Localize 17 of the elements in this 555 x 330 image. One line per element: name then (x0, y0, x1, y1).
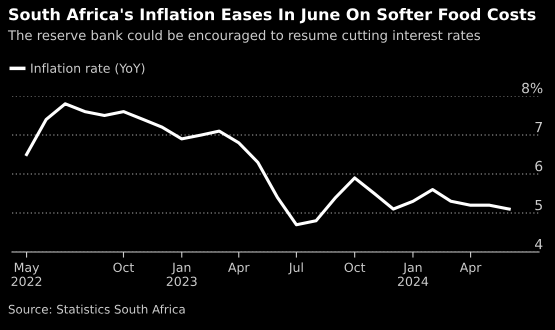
source-note: Source: Statistics South Africa (8, 304, 185, 314)
y-tick-label: 5 (535, 200, 542, 210)
x-tick-label: Oct (113, 262, 134, 272)
y-tick-label: 6 (535, 160, 542, 172)
x-tick-label: Oct (344, 262, 366, 272)
x-tick-label: Jul (288, 262, 303, 274)
chart-title: South Africa's Inflation Eases In June On Softer Food Costs (9, 8, 536, 24)
y-tick-label: 4 (535, 238, 542, 250)
legend-label: Inflation rate (YoY) (31, 63, 144, 74)
y-tick-label: 7 (535, 122, 542, 132)
x-tick-label: Apr (228, 262, 250, 275)
x-tick-label: Jan 2024 (398, 262, 428, 286)
y-tick-label: 8% (522, 82, 542, 94)
chart-subtitle: The reserve bank could be encouraged to resume cutting interest rates (8, 30, 480, 43)
x-tick-label: Apr (460, 262, 482, 275)
x-tick-label: May 2022 (12, 262, 42, 286)
x-tick-label: Jan 2023 (166, 262, 197, 286)
